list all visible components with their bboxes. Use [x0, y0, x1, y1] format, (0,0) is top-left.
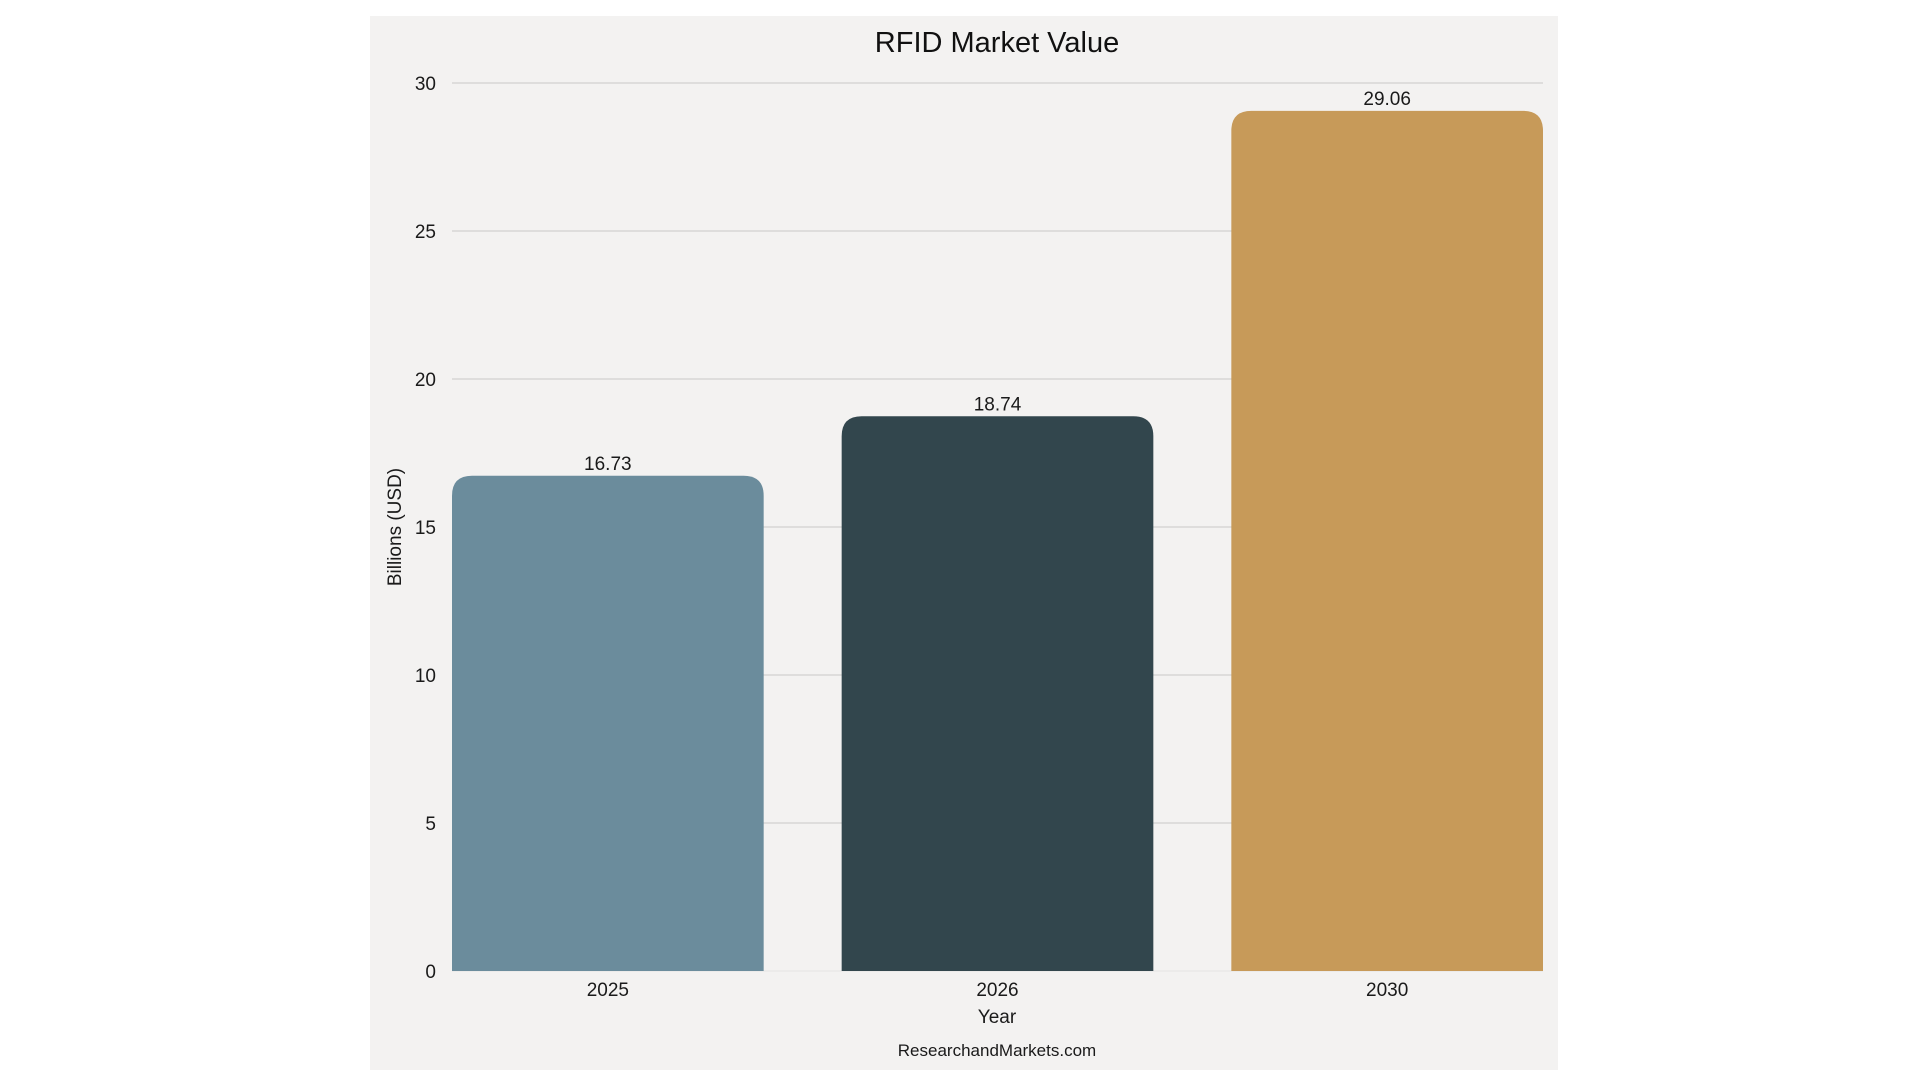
x-axis-ticks: 2025 2026 2030: [587, 980, 1409, 1001]
y-tick-label: 15: [415, 518, 436, 539]
value-labels: 16.73 18.74 29.06: [584, 89, 1411, 475]
value-label: 16.73: [584, 454, 632, 475]
y-tick-label: 25: [415, 222, 436, 243]
y-tick-label: 20: [415, 370, 436, 391]
y-tick-label: 10: [415, 666, 436, 687]
y-axis-ticks: 0 5 10 15 20 25 30: [415, 74, 436, 983]
bar-2025: [452, 475, 764, 971]
source-label: ResearchandMarkets.com: [898, 1041, 1096, 1060]
y-tick-label: 30: [415, 74, 436, 95]
y-axis-title: Billions (USD): [385, 468, 406, 586]
chart-title: RFID Market Value: [875, 27, 1119, 59]
x-tick-label: 2030: [1366, 980, 1408, 1001]
x-tick-label: 2025: [587, 980, 629, 1001]
y-tick-label: 0: [425, 962, 436, 983]
x-tick-label: 2026: [976, 980, 1018, 1001]
y-tick-label: 5: [425, 814, 436, 835]
bar-2030: [1231, 110, 1543, 972]
value-label: 29.06: [1363, 89, 1411, 110]
bars: [452, 110, 1543, 972]
x-axis-title: Year: [978, 1007, 1017, 1028]
bar-2026: [841, 416, 1154, 971]
value-label: 18.74: [974, 394, 1022, 415]
